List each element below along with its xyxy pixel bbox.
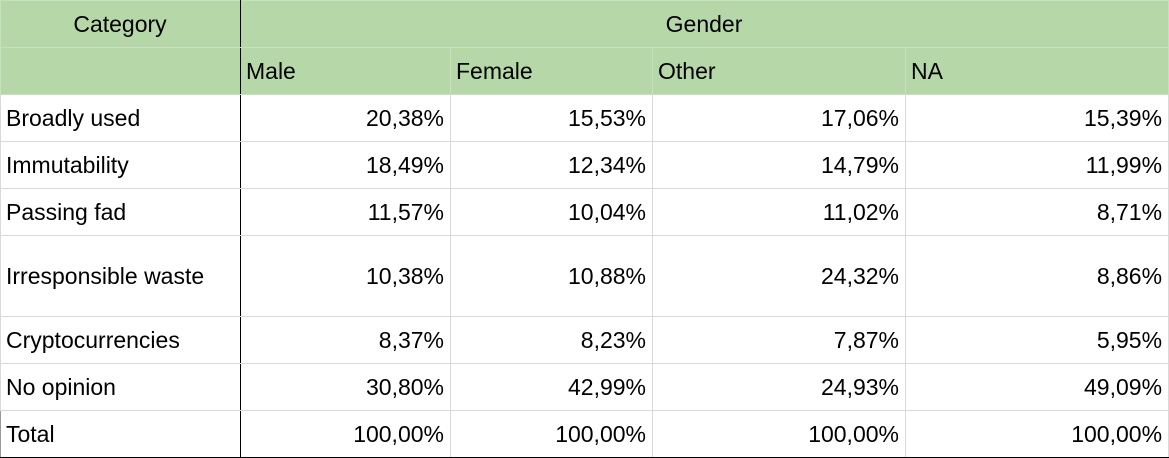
header-na[interactable]: NA bbox=[904, 47, 1169, 95]
total-label[interactable]: Total bbox=[0, 410, 241, 458]
cell-female[interactable]: 10,88% bbox=[450, 235, 653, 317]
cell-na[interactable]: 15,39% bbox=[904, 94, 1169, 142]
header-other[interactable]: Other bbox=[652, 47, 906, 95]
cell-na[interactable]: 8,86% bbox=[904, 235, 1169, 317]
table-row: Immutability 18,49% 12,34% 14,79% 11,99% bbox=[0, 141, 1169, 189]
cell-male[interactable]: 10,38% bbox=[240, 235, 451, 317]
cell-male[interactable]: 8,37% bbox=[240, 316, 451, 364]
cell-male[interactable]: 20,38% bbox=[240, 94, 451, 142]
table-row: Irresponsible waste 10,38% 10,88% 24,32%… bbox=[0, 235, 1169, 317]
cell-na[interactable]: 49,09% bbox=[904, 363, 1169, 411]
table-row: No opinion 30,80% 42,99% 24,93% 49,09% bbox=[0, 363, 1169, 411]
header-female[interactable]: Female bbox=[450, 47, 653, 95]
cell-other[interactable]: 11,02% bbox=[652, 188, 906, 236]
cell-male[interactable]: 11,57% bbox=[240, 188, 451, 236]
header-row-2: Male Female Other NA bbox=[0, 47, 1169, 95]
cell-na[interactable]: 11,99% bbox=[904, 141, 1169, 189]
table-row: Cryptocurrencies 8,37% 8,23% 7,87% 5,95% bbox=[0, 316, 1169, 364]
header-empty-cell[interactable] bbox=[0, 47, 241, 95]
row-category[interactable]: Irresponsible waste bbox=[0, 235, 241, 317]
cell-female[interactable]: 15,53% bbox=[450, 94, 653, 142]
cell-female[interactable]: 42,99% bbox=[450, 363, 653, 411]
row-category[interactable]: No opinion bbox=[0, 363, 241, 411]
row-category[interactable]: Broadly used bbox=[0, 94, 241, 142]
total-other[interactable]: 100,00% bbox=[652, 410, 906, 458]
cell-male[interactable]: 18,49% bbox=[240, 141, 451, 189]
cell-other[interactable]: 17,06% bbox=[652, 94, 906, 142]
cell-female[interactable]: 8,23% bbox=[450, 316, 653, 364]
total-male[interactable]: 100,00% bbox=[240, 410, 451, 458]
header-gender[interactable]: Gender bbox=[239, 0, 1169, 48]
header-row-1: Category Gender bbox=[0, 0, 1169, 48]
row-category[interactable]: Immutability bbox=[0, 141, 241, 189]
cell-other[interactable]: 24,32% bbox=[652, 235, 906, 317]
header-category[interactable]: Category bbox=[0, 0, 241, 48]
row-category[interactable]: Cryptocurrencies bbox=[0, 316, 241, 364]
total-na[interactable]: 100,00% bbox=[904, 410, 1169, 458]
row-category[interactable]: Passing fad bbox=[0, 188, 241, 236]
total-female[interactable]: 100,00% bbox=[450, 410, 653, 458]
header-male[interactable]: Male bbox=[240, 47, 451, 95]
cell-female[interactable]: 12,34% bbox=[450, 141, 653, 189]
cell-other[interactable]: 14,79% bbox=[652, 141, 906, 189]
cell-female[interactable]: 10,04% bbox=[450, 188, 653, 236]
cell-na[interactable]: 5,95% bbox=[904, 316, 1169, 364]
table-row: Broadly used 20,38% 15,53% 17,06% 15,39% bbox=[0, 94, 1169, 142]
cell-male[interactable]: 30,80% bbox=[240, 363, 451, 411]
cell-other[interactable]: 7,87% bbox=[652, 316, 906, 364]
cell-na[interactable]: 8,71% bbox=[904, 188, 1169, 236]
cell-other[interactable]: 24,93% bbox=[652, 363, 906, 411]
table-row: Passing fad 11,57% 10,04% 11,02% 8,71% bbox=[0, 188, 1169, 236]
total-row: Total 100,00% 100,00% 100,00% 100,00% bbox=[0, 410, 1169, 458]
